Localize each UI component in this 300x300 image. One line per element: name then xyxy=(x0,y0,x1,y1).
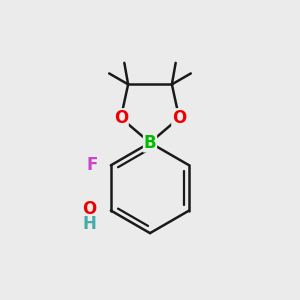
Text: O: O xyxy=(172,109,186,127)
Text: F: F xyxy=(86,156,98,174)
Text: O: O xyxy=(114,109,128,127)
Text: B: B xyxy=(144,134,156,152)
Text: O: O xyxy=(82,200,96,218)
Text: H: H xyxy=(82,214,96,232)
